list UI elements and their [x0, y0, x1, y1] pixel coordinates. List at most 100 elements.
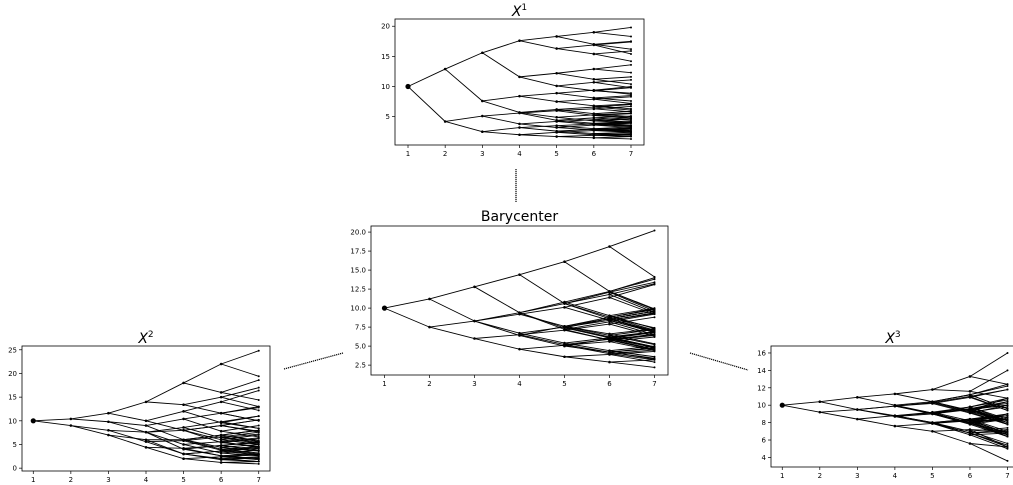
tree-edge — [221, 387, 259, 398]
tree-node — [555, 135, 558, 138]
tree-node — [592, 114, 596, 117]
leaf-node — [257, 398, 260, 401]
tree-edge — [519, 131, 557, 136]
tree-edge — [556, 68, 594, 74]
leaf-node — [1006, 405, 1009, 408]
x-tick-label: 1 — [382, 380, 386, 388]
tree-edge — [221, 439, 259, 445]
y-tick-label: 14 — [757, 367, 766, 375]
tree-node — [818, 410, 822, 414]
tree-edge — [969, 432, 1008, 448]
tree-node — [608, 296, 611, 299]
tree-edge — [564, 306, 610, 321]
leaf-node — [653, 310, 656, 313]
tree-edge — [145, 420, 184, 431]
tree-node — [931, 422, 934, 425]
tree-edge — [857, 405, 895, 410]
tree-edge — [519, 36, 557, 42]
tree-edge — [609, 334, 655, 340]
y-tick-label: 10 — [381, 83, 390, 91]
tree-node — [144, 430, 148, 434]
tree-edge — [969, 390, 1008, 399]
tree-edge — [932, 422, 971, 434]
tree-edge — [593, 41, 632, 46]
tree-edge — [609, 297, 655, 315]
tree-node — [219, 451, 223, 455]
x-tick-label: 1 — [780, 472, 784, 480]
tree-edge — [609, 354, 655, 363]
tree-edge — [556, 48, 594, 55]
tree-edge — [593, 78, 632, 85]
tree-edge — [593, 103, 632, 107]
tree-edge — [221, 456, 259, 461]
tree-node — [608, 290, 611, 293]
tree-edge — [108, 434, 147, 441]
tree-edge — [593, 121, 632, 125]
leaf-node — [257, 375, 260, 378]
tree-edge — [221, 396, 259, 408]
x-tick-label: 5 — [930, 472, 934, 480]
y-tick-label: 17.5 — [350, 248, 366, 256]
leaf-node — [1006, 423, 1009, 426]
chart-title-text: X — [137, 331, 148, 347]
chart-title: X2 — [137, 330, 153, 347]
y-tick-label: 10 — [8, 417, 17, 425]
tree-edge — [221, 444, 259, 451]
leaf-node — [653, 355, 656, 358]
tree-edge — [519, 306, 565, 315]
tree-edge — [609, 349, 655, 355]
tree-edge — [556, 136, 594, 139]
leaf-node — [1006, 430, 1009, 433]
tree-edge — [564, 297, 610, 308]
tree-edge — [609, 328, 655, 335]
tree-edge — [932, 396, 971, 404]
tree-edge — [556, 110, 594, 116]
tree-node — [144, 446, 148, 449]
tree-node — [592, 129, 596, 132]
tree-edge — [108, 421, 147, 433]
x-tick-label: 4 — [517, 380, 522, 388]
y-tick-label: 4 — [762, 454, 767, 462]
tree-edge — [183, 425, 222, 431]
tree-edge — [482, 112, 520, 117]
chart-title: Barycenter — [481, 209, 559, 225]
tree-edge — [221, 390, 259, 403]
tree-node — [219, 400, 223, 404]
plot-frame — [770, 345, 1013, 468]
tree-edge — [145, 431, 184, 450]
tree-node — [481, 114, 484, 118]
tree-edge — [482, 115, 520, 125]
tree-edge — [474, 320, 520, 334]
x-tick-label: 6 — [607, 380, 612, 388]
y-tick-label: 10.0 — [350, 305, 366, 313]
y-tick-label: 6 — [762, 437, 767, 445]
y-tick-label: 15 — [381, 53, 390, 61]
leaf-node — [629, 116, 632, 119]
chart-title: X3 — [884, 330, 900, 347]
tree-edge — [384, 298, 430, 309]
leaf-node — [1006, 402, 1009, 405]
leaf-node — [257, 449, 260, 452]
tree-edge — [894, 393, 933, 403]
tree-node — [518, 133, 521, 137]
tree-edge — [894, 402, 933, 407]
tree-edge — [70, 412, 109, 420]
tree-edge — [969, 408, 1008, 425]
tree-node — [219, 391, 223, 394]
tree-node — [563, 302, 566, 305]
tree-edge — [932, 409, 971, 415]
tree-edge — [482, 52, 520, 78]
tree-edge — [145, 410, 184, 422]
tree-node — [856, 396, 859, 399]
tree-edge — [221, 438, 259, 444]
tree-edge — [969, 418, 1008, 436]
tree-edge — [474, 286, 520, 314]
tree-node — [473, 319, 476, 323]
tree-edge — [609, 291, 655, 312]
tree-edge — [609, 345, 655, 352]
leaf-node — [653, 331, 656, 334]
tree-edge — [593, 40, 632, 45]
tree-edge — [857, 393, 895, 398]
tree-edge — [429, 286, 475, 300]
